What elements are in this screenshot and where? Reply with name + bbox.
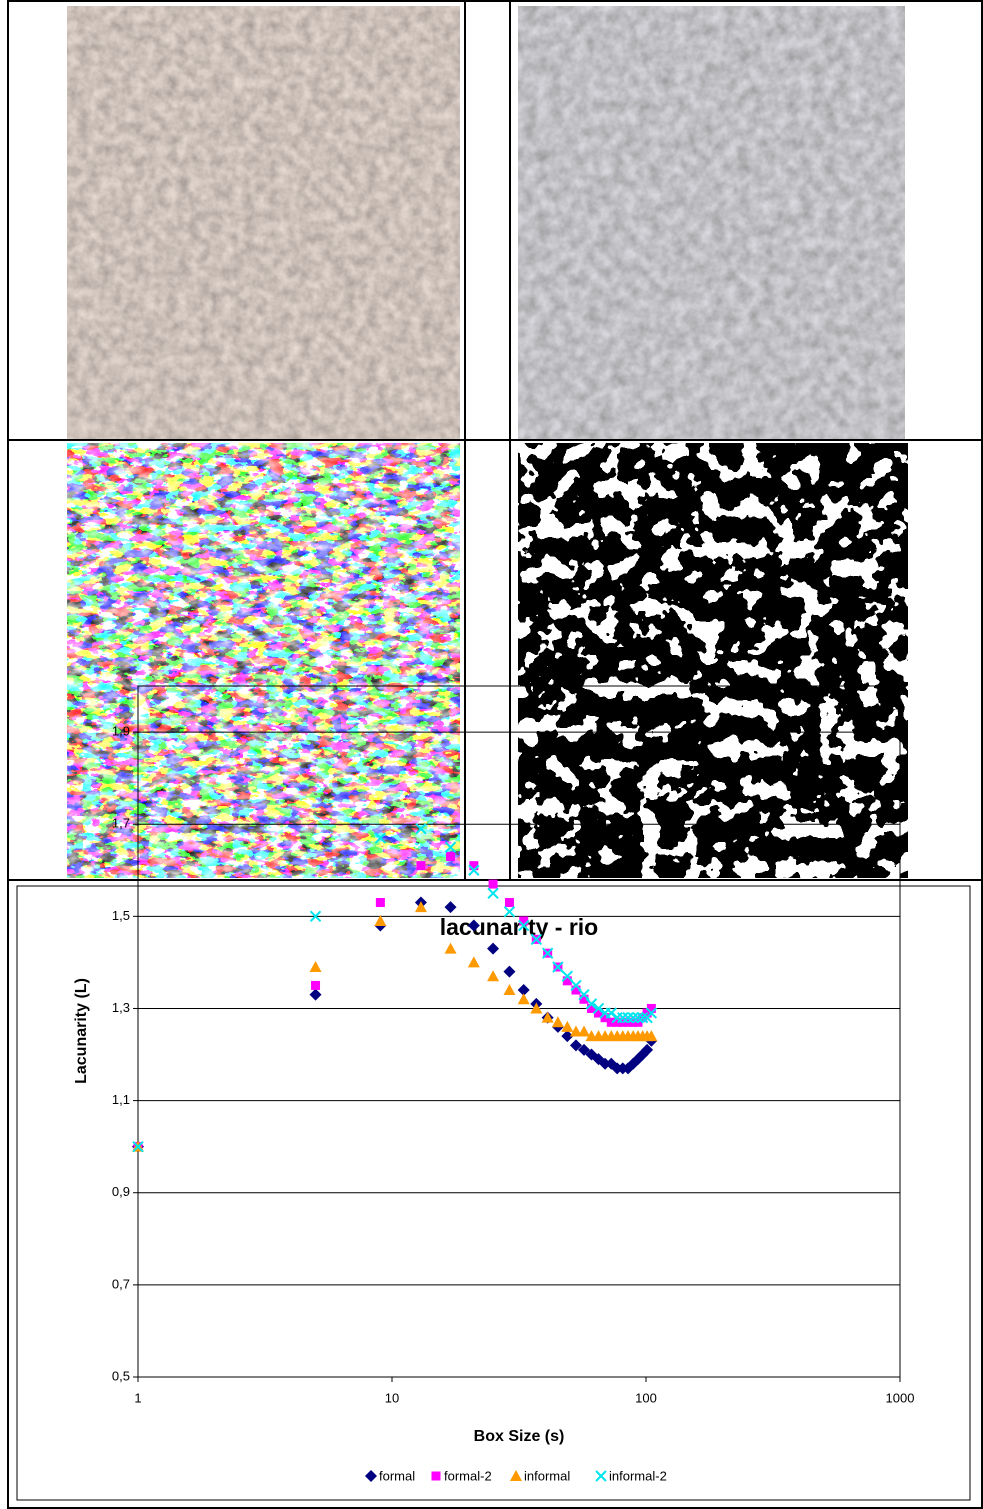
marker <box>563 976 572 985</box>
y-tick-label: 1,5 <box>112 908 130 923</box>
legend-marker <box>432 1472 441 1481</box>
x-axis-label: Box Size (s) <box>474 1428 565 1445</box>
binary-image <box>518 443 908 878</box>
marker <box>647 1004 656 1013</box>
figure: lacunarity - rio Box Size (s) Lacunarity… <box>0 0 983 1509</box>
x-tick-label: 10 <box>385 1390 399 1405</box>
legend-label: informal <box>524 1468 570 1483</box>
x-tick-label: 1000 <box>886 1390 915 1405</box>
marker <box>469 861 478 870</box>
x-tick-label: 1 <box>134 1390 141 1405</box>
marker <box>416 861 425 870</box>
binary-image <box>67 443 460 878</box>
y-tick-label: 0,7 <box>112 1276 130 1291</box>
marker <box>505 898 514 907</box>
aerial-image <box>67 6 460 440</box>
marker <box>519 916 528 925</box>
x-tick-label: 100 <box>635 1390 657 1405</box>
y-axis-label: Lacunarity (L) <box>73 978 90 1084</box>
marker <box>446 852 455 861</box>
legend-label: informal-2 <box>609 1468 667 1483</box>
marker <box>311 981 320 990</box>
chart-title: lacunarity - rio <box>440 914 598 940</box>
y-tick-label: 1,9 <box>112 724 130 739</box>
y-tick-label: 1,3 <box>112 1000 130 1015</box>
aerial-image <box>518 6 905 440</box>
y-tick-label: 1,1 <box>112 1092 130 1107</box>
legend-label: formal-2 <box>444 1468 492 1483</box>
marker <box>489 880 498 889</box>
y-tick-label: 0,5 <box>112 1368 130 1383</box>
y-tick-label: 0,9 <box>112 1184 130 1199</box>
legend-label: formal <box>379 1468 415 1483</box>
marker <box>376 898 385 907</box>
y-tick-label: 1,7 <box>112 816 130 831</box>
